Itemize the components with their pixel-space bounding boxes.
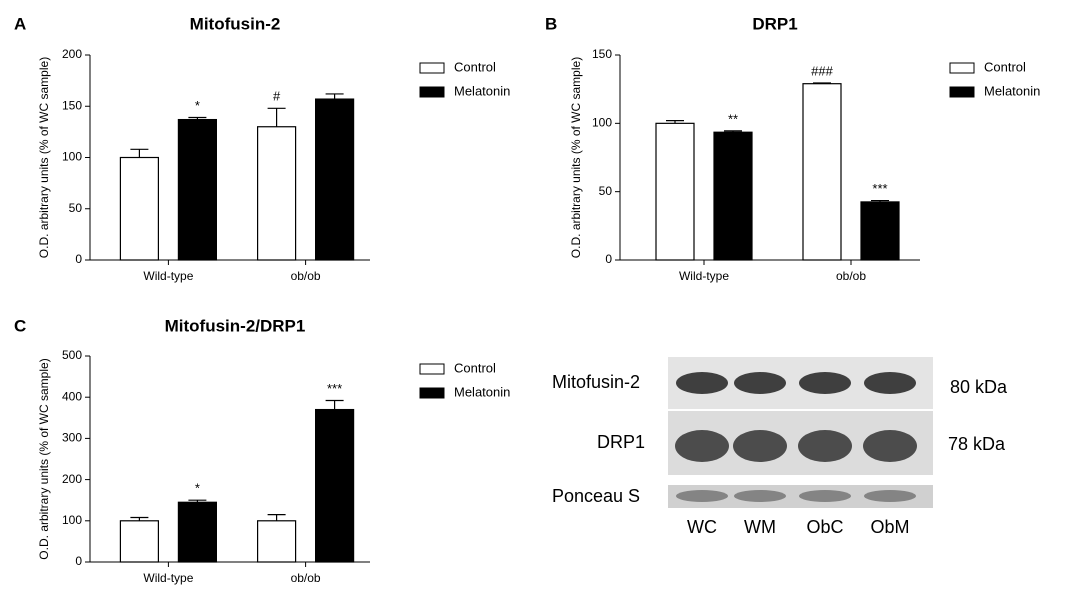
legend-swatch: [949, 86, 975, 98]
chart-title: Mitofusin-2: [190, 14, 281, 33]
y-tick-label: 100: [62, 150, 82, 164]
blot-band: [799, 372, 851, 394]
y-tick-label: 0: [605, 252, 612, 266]
legend-swatch: [419, 86, 445, 98]
y-tick-label: 200: [62, 472, 82, 486]
y-tick-label: 400: [62, 389, 82, 403]
blot-band: [798, 430, 852, 462]
blot-lane-label: ObC: [806, 517, 843, 537]
blot-band: [676, 490, 728, 502]
bar: [315, 98, 355, 261]
y-tick-label: 100: [592, 116, 612, 130]
blot-band: [676, 372, 728, 394]
bar: [713, 131, 753, 261]
blot-size-label: 80 kDa: [950, 377, 1008, 397]
blot-band: [863, 430, 917, 462]
bar: [860, 201, 900, 261]
blot-lane-label: WM: [744, 517, 776, 537]
legend-label: Control: [984, 59, 1026, 74]
bar: [177, 118, 217, 261]
legend-swatch: [419, 62, 445, 74]
panel-label: B: [545, 14, 557, 33]
blot-lane-label: WC: [687, 517, 717, 537]
significance-label: *: [195, 481, 200, 496]
significance-label: ***: [327, 381, 342, 396]
legend-label: Melatonin: [984, 83, 1040, 98]
blot-band: [734, 490, 786, 502]
y-tick-label: 50: [69, 201, 83, 215]
blot-image: [668, 357, 933, 508]
x-tick-label: Wild-type: [143, 571, 193, 585]
chart-title: Mitofusin-2/DRP1: [165, 316, 306, 335]
blot-row-label: Mitofusin-2: [552, 372, 640, 392]
blot-band: [864, 490, 916, 502]
legend-label: Melatonin: [454, 83, 510, 98]
y-axis-label: O.D. arbitrary units (% of WC sample): [569, 57, 583, 258]
y-tick-label: 300: [62, 431, 82, 445]
blot-band: [734, 372, 786, 394]
significance-label: ***: [872, 181, 887, 196]
blot-row-label: Ponceau S: [552, 486, 640, 506]
blot-band: [675, 430, 729, 462]
x-tick-label: ob/ob: [836, 269, 866, 283]
x-tick-label: ob/ob: [291, 269, 321, 283]
legend-label: Control: [454, 360, 496, 375]
bar: [257, 520, 297, 563]
blot-band: [733, 430, 787, 462]
y-tick-label: 0: [75, 554, 82, 568]
bar: [257, 126, 297, 261]
legend-swatch: [419, 387, 445, 399]
bar: [655, 122, 695, 261]
significance-label: *: [195, 98, 200, 113]
legend-swatch: [419, 363, 445, 375]
significance-label: ###: [811, 63, 833, 78]
x-tick-label: Wild-type: [679, 269, 729, 283]
panel-label: C: [14, 316, 26, 335]
y-tick-label: 50: [599, 184, 613, 198]
chart-title: DRP1: [752, 14, 797, 33]
significance-label: **: [728, 111, 738, 126]
legend-label: Melatonin: [454, 384, 510, 399]
bar: [315, 408, 355, 563]
bar: [119, 520, 160, 563]
bar: [119, 156, 160, 261]
y-tick-label: 0: [75, 252, 82, 266]
y-axis-label: O.D. arbitrary units (% of WC sample): [37, 358, 51, 559]
significance-label: #: [273, 89, 281, 104]
blot-row-label: DRP1: [597, 432, 645, 452]
y-tick-label: 150: [592, 47, 612, 61]
y-axis-label: O.D. arbitrary units (% of WC sample): [37, 57, 51, 258]
y-tick-label: 500: [62, 348, 82, 362]
legend-label: Control: [454, 59, 496, 74]
y-tick-label: 200: [62, 47, 82, 61]
blot-band: [864, 372, 916, 394]
blot-band: [799, 490, 851, 502]
legend-swatch: [949, 62, 975, 74]
y-tick-label: 100: [62, 513, 82, 527]
x-tick-label: ob/ob: [291, 571, 321, 585]
y-tick-label: 150: [62, 98, 82, 112]
x-tick-label: Wild-type: [143, 269, 193, 283]
bar: [802, 83, 842, 261]
bar: [177, 501, 217, 563]
panel-label: A: [14, 14, 26, 33]
blot-lane-label: ObM: [870, 517, 909, 537]
blot-size-label: 78 kDa: [948, 434, 1006, 454]
